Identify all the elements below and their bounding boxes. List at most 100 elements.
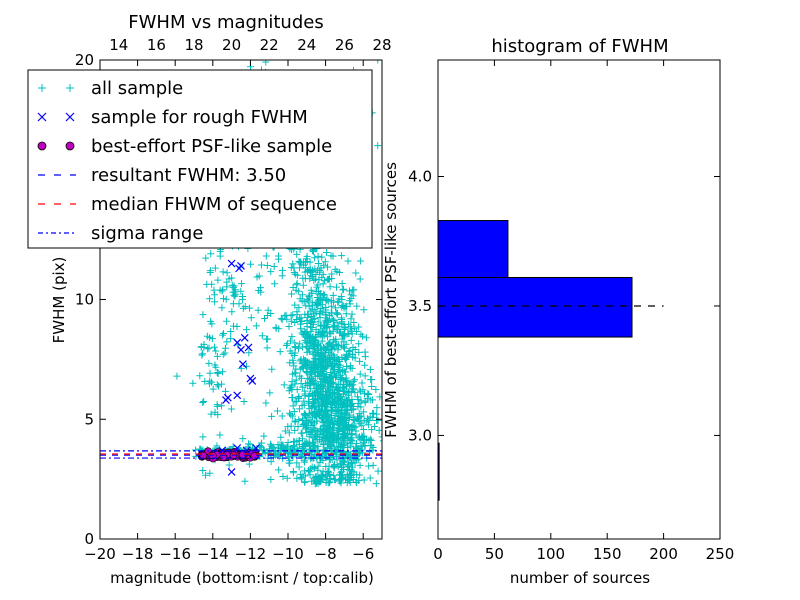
all-sample-point — [344, 434, 352, 442]
all-sample-point — [307, 425, 315, 433]
all-sample-point — [328, 275, 336, 283]
all-sample-point — [360, 426, 368, 434]
all-sample-point — [376, 393, 382, 401]
all-sample-point — [297, 314, 305, 322]
scatter-x-label: magnitude (bottom:isnt / top:calib) — [110, 569, 374, 587]
all-sample-point — [199, 466, 207, 474]
all-sample-point — [267, 440, 275, 448]
all-sample-point — [341, 402, 349, 410]
all-sample-point — [214, 369, 222, 377]
all-sample-point — [333, 326, 341, 334]
all-sample-point — [290, 408, 298, 416]
all-sample-point — [233, 323, 241, 331]
scatter-y-label: FWHM (pix) — [50, 257, 68, 344]
all-sample-point — [299, 274, 307, 282]
top-tick-label: 20 — [222, 36, 241, 54]
legend-box — [27, 69, 373, 249]
all-sample-point — [334, 431, 342, 439]
all-sample-point — [366, 413, 374, 421]
all-sample-point — [228, 308, 236, 316]
all-sample-point — [326, 379, 334, 387]
all-sample-point — [246, 304, 254, 312]
all-sample-point — [310, 357, 318, 365]
all-sample-point — [351, 389, 359, 397]
all-sample-point — [305, 398, 313, 406]
all-sample-point — [306, 258, 314, 266]
rough-sample-point — [248, 377, 257, 385]
all-sample-point — [240, 398, 248, 406]
all-sample-point — [306, 266, 314, 274]
all-sample-point — [374, 60, 382, 64]
legend-label: all sample — [91, 78, 183, 99]
all-sample-point — [356, 413, 364, 421]
all-sample-point — [299, 444, 307, 452]
all-sample-point — [277, 314, 285, 322]
all-sample-point — [342, 396, 350, 404]
all-sample-point — [305, 345, 313, 353]
all-sample-point — [323, 275, 331, 283]
all-sample-point — [247, 314, 255, 322]
all-sample-point — [302, 328, 310, 336]
all-sample-point — [316, 390, 324, 398]
all-sample-point — [322, 406, 330, 414]
all-sample-point — [348, 364, 356, 372]
all-sample-point — [336, 269, 344, 277]
all-sample-point — [375, 426, 382, 434]
all-sample-point — [333, 434, 341, 442]
all-sample-point — [350, 385, 358, 393]
top-tick-label: 22 — [260, 36, 279, 54]
all-sample-point — [349, 353, 357, 361]
all-sample-point — [344, 391, 352, 399]
all-sample-point — [289, 284, 297, 292]
x-tick-label: −14 — [197, 545, 229, 563]
all-sample-point — [300, 327, 308, 335]
y-tick-label: 4.0 — [408, 168, 432, 186]
all-sample-point — [355, 410, 363, 418]
all-sample-point — [283, 474, 291, 482]
all-sample-point — [333, 406, 341, 414]
x-tick-label: 50 — [485, 545, 504, 563]
all-sample-point — [357, 403, 365, 411]
all-sample-point — [317, 393, 325, 401]
all-sample-point — [360, 408, 368, 416]
all-sample-point — [325, 425, 333, 433]
all-sample-point — [362, 334, 370, 342]
all-sample-point — [306, 442, 314, 450]
all-sample-point — [267, 268, 275, 276]
all-sample-point — [206, 369, 214, 377]
all-sample-point — [418, 90, 425, 97]
all-sample-point — [202, 471, 210, 479]
all-sample-point — [268, 365, 276, 373]
all-sample-point — [305, 379, 313, 387]
rough-sample-point — [233, 444, 242, 452]
all-sample-point — [290, 441, 298, 449]
all-sample-point — [227, 328, 235, 336]
all-sample-point — [203, 332, 211, 340]
all-sample-point — [173, 372, 181, 380]
all-sample-point — [346, 411, 354, 419]
all-sample-point — [341, 324, 349, 332]
all-sample-point — [304, 297, 312, 305]
all-sample-point — [336, 372, 344, 380]
all-sample-point — [315, 402, 323, 410]
all-sample-point — [278, 412, 286, 420]
all-sample-point — [301, 478, 309, 486]
scatter-y-axis: 0 5 10 20 — [75, 51, 382, 548]
all-sample-point — [199, 399, 207, 407]
all-sample-point — [341, 425, 349, 433]
all-sample-point — [341, 387, 349, 395]
all-sample-point — [299, 435, 307, 443]
all-sample-point — [317, 345, 325, 353]
all-sample-point — [211, 298, 219, 306]
all-sample-point — [332, 383, 340, 391]
all-sample-point — [316, 329, 324, 337]
all-sample-point — [296, 264, 304, 272]
all-sample-point — [365, 391, 373, 399]
all-sample-point — [311, 254, 319, 262]
histogram-title: histogram of FWHM — [491, 36, 668, 57]
x-tick-label: −12 — [235, 545, 267, 563]
all-sample-point — [315, 287, 323, 295]
all-sample-point — [287, 264, 295, 272]
all-sample-point — [319, 294, 327, 302]
histogram-y-label: FWHM of best-effort PSF-like sources — [382, 162, 400, 438]
